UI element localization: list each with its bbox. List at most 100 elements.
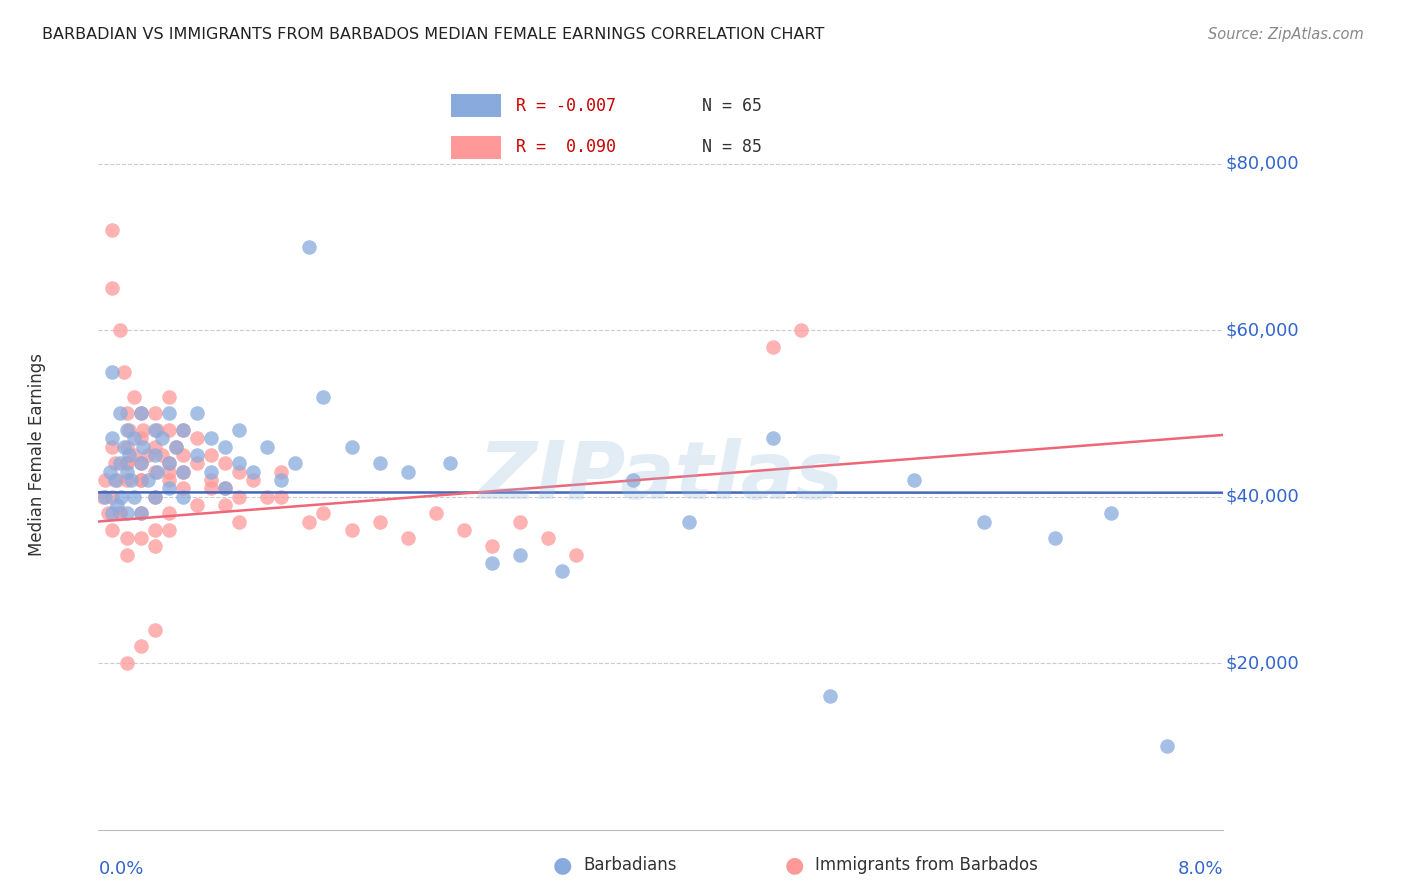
Point bbox=[228, 515, 250, 529]
Text: $80,000: $80,000 bbox=[1226, 154, 1299, 172]
Point bbox=[1099, 506, 1122, 520]
Text: ●: ● bbox=[553, 855, 572, 875]
Point bbox=[143, 540, 166, 554]
Point bbox=[157, 423, 180, 437]
Point bbox=[112, 365, 135, 379]
Point bbox=[115, 656, 138, 670]
Point bbox=[101, 523, 124, 537]
Point bbox=[129, 456, 152, 470]
Point bbox=[122, 431, 145, 445]
Point bbox=[101, 281, 124, 295]
Point bbox=[143, 440, 166, 454]
Point bbox=[118, 423, 141, 437]
Text: Barbadians: Barbadians bbox=[583, 856, 678, 874]
Point bbox=[108, 406, 131, 420]
Point bbox=[146, 423, 169, 437]
Point bbox=[439, 456, 461, 470]
Point bbox=[368, 456, 391, 470]
Point bbox=[200, 465, 222, 479]
Bar bbox=[451, 94, 501, 118]
Point bbox=[143, 490, 166, 504]
Point bbox=[270, 490, 292, 504]
Point bbox=[105, 498, 128, 512]
Point bbox=[129, 473, 152, 487]
Point bbox=[1156, 739, 1178, 754]
Point bbox=[270, 473, 292, 487]
Point bbox=[186, 498, 208, 512]
Bar bbox=[451, 136, 501, 159]
Point bbox=[678, 515, 700, 529]
Point bbox=[115, 506, 138, 520]
Point bbox=[98, 465, 121, 479]
Point bbox=[157, 465, 180, 479]
Text: Median Female Earnings: Median Female Earnings bbox=[28, 353, 45, 557]
Point bbox=[104, 456, 127, 470]
Text: BARBADIAN VS IMMIGRANTS FROM BARBADOS MEDIAN FEMALE EARNINGS CORRELATION CHART: BARBADIAN VS IMMIGRANTS FROM BARBADOS ME… bbox=[42, 27, 824, 42]
Point bbox=[94, 473, 117, 487]
Point bbox=[101, 440, 124, 454]
Point bbox=[115, 423, 138, 437]
Point bbox=[256, 440, 278, 454]
Point bbox=[120, 473, 142, 487]
Point bbox=[143, 623, 166, 637]
Point bbox=[108, 323, 131, 337]
Point bbox=[143, 448, 166, 462]
Point bbox=[150, 431, 173, 445]
Point bbox=[200, 448, 222, 462]
Text: R = -0.007: R = -0.007 bbox=[516, 96, 616, 114]
Point bbox=[762, 431, 785, 445]
Point bbox=[129, 506, 152, 520]
Point bbox=[129, 640, 152, 654]
Point bbox=[172, 465, 194, 479]
Point bbox=[115, 456, 138, 470]
Text: N = 65: N = 65 bbox=[702, 96, 762, 114]
Point bbox=[214, 498, 236, 512]
Point bbox=[1043, 531, 1066, 545]
Point bbox=[108, 506, 131, 520]
Point bbox=[537, 531, 560, 545]
Point bbox=[129, 431, 152, 445]
Point bbox=[312, 506, 335, 520]
Point bbox=[129, 406, 152, 420]
Point bbox=[129, 406, 152, 420]
Point bbox=[115, 548, 138, 562]
Point bbox=[172, 448, 194, 462]
Point bbox=[396, 531, 419, 545]
Point bbox=[165, 440, 187, 454]
Point bbox=[228, 490, 250, 504]
Point bbox=[157, 456, 180, 470]
Point bbox=[298, 240, 321, 254]
Point bbox=[104, 473, 127, 487]
Point bbox=[481, 540, 503, 554]
Point bbox=[101, 490, 124, 504]
Point bbox=[186, 431, 208, 445]
Point bbox=[228, 423, 250, 437]
Point bbox=[284, 456, 307, 470]
Point bbox=[115, 406, 138, 420]
Point bbox=[115, 440, 138, 454]
Point bbox=[101, 223, 124, 237]
Point bbox=[110, 490, 132, 504]
Point bbox=[200, 431, 222, 445]
Text: 0.0%: 0.0% bbox=[98, 860, 143, 878]
Point bbox=[242, 465, 264, 479]
Point bbox=[91, 490, 114, 504]
Point bbox=[122, 490, 145, 504]
Point bbox=[108, 506, 131, 520]
Point bbox=[270, 465, 292, 479]
Text: Immigrants from Barbados: Immigrants from Barbados bbox=[815, 856, 1039, 874]
Point bbox=[146, 465, 169, 479]
Point bbox=[973, 515, 995, 529]
Point bbox=[396, 465, 419, 479]
Text: 8.0%: 8.0% bbox=[1178, 860, 1223, 878]
Point bbox=[186, 456, 208, 470]
Point bbox=[200, 473, 222, 487]
Point bbox=[228, 465, 250, 479]
Point bbox=[105, 473, 128, 487]
Point bbox=[132, 423, 155, 437]
Point bbox=[112, 440, 135, 454]
Point bbox=[157, 523, 180, 537]
Point bbox=[242, 473, 264, 487]
Point bbox=[298, 515, 321, 529]
Text: Source: ZipAtlas.com: Source: ZipAtlas.com bbox=[1208, 27, 1364, 42]
